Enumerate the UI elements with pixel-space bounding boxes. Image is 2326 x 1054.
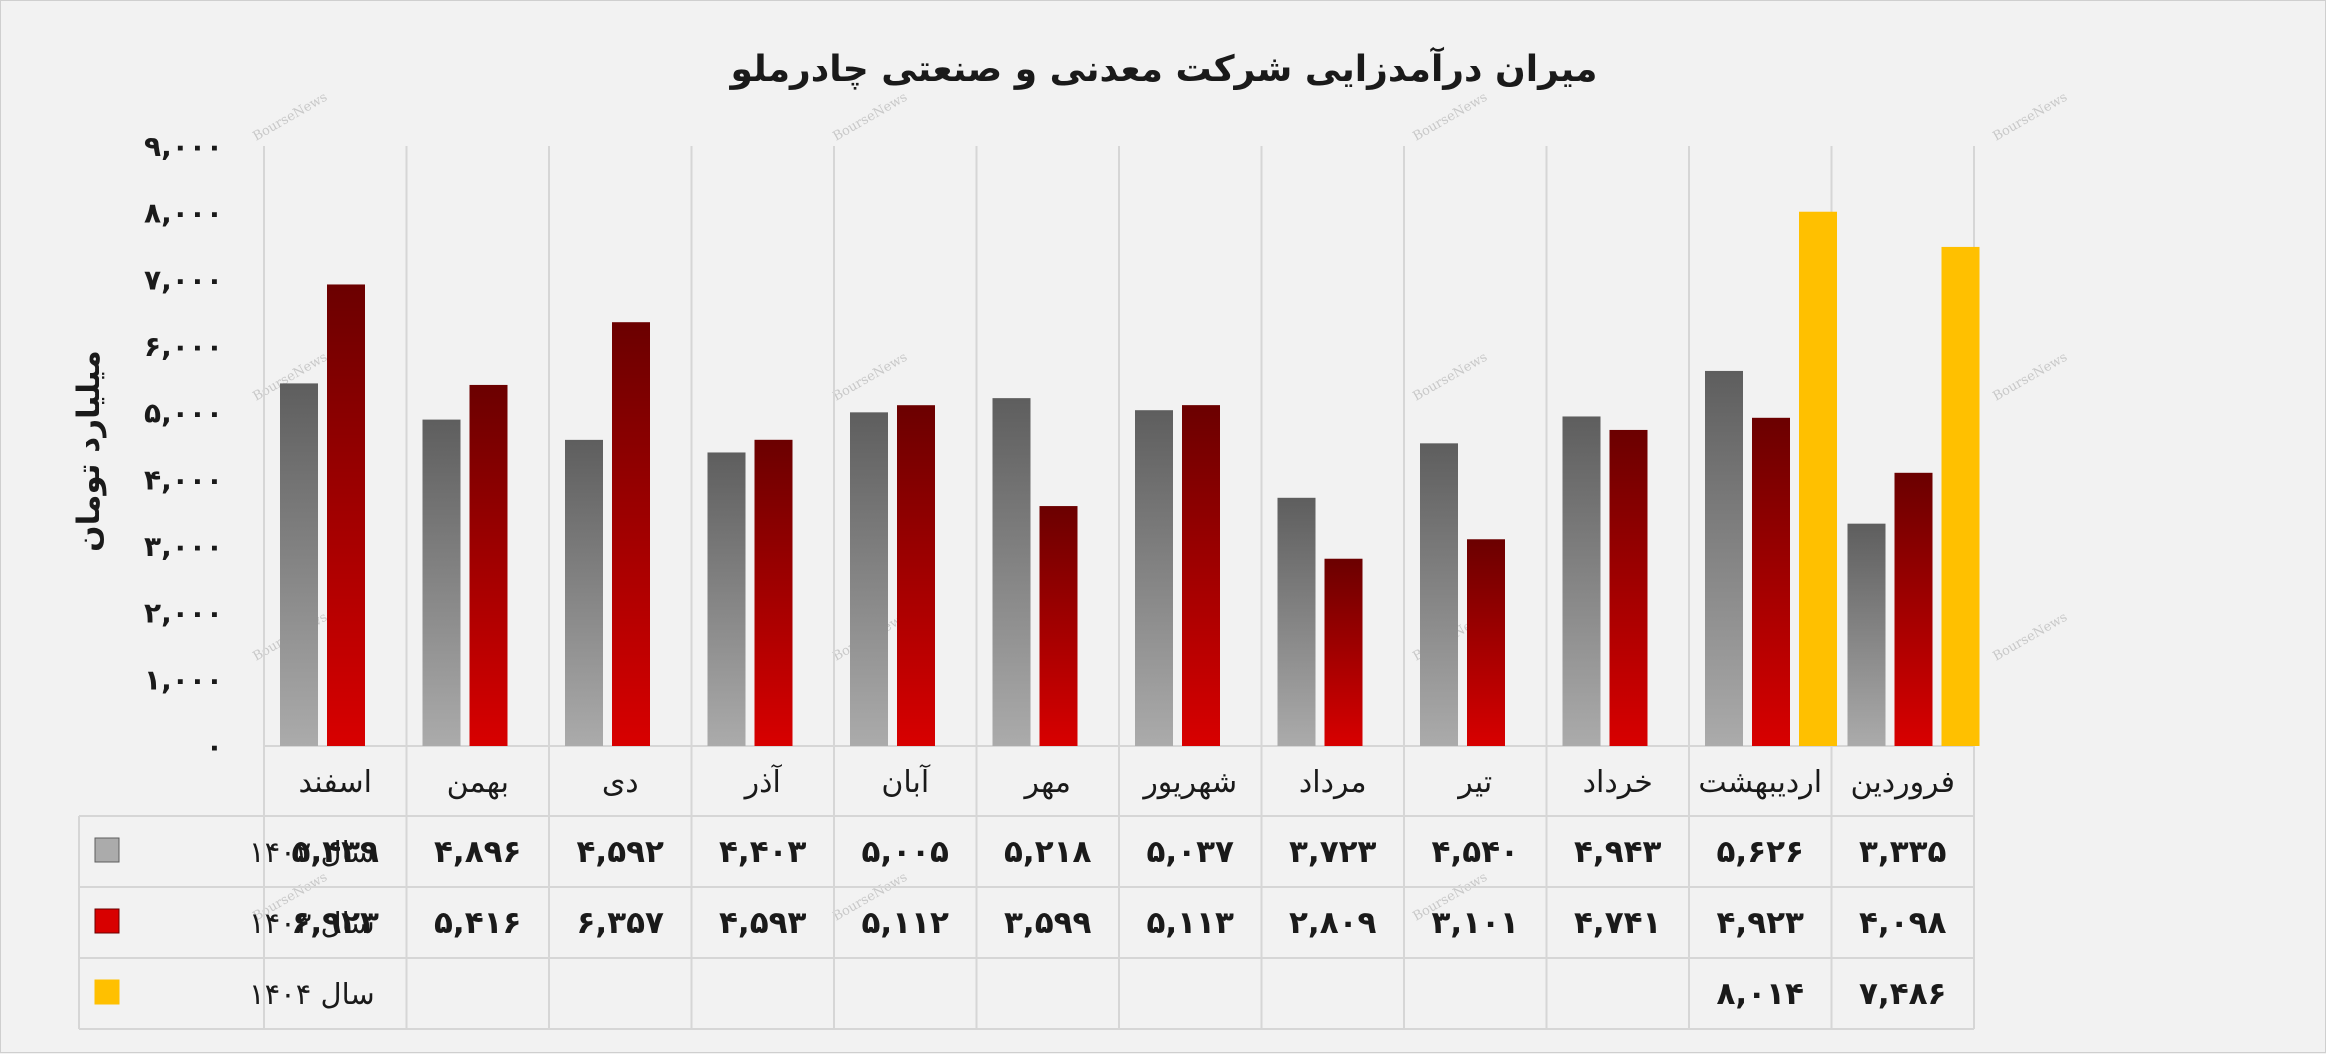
table-cell-value: ۴,۹۲۳	[1717, 905, 1805, 941]
y-tick-layer: ۰ ۱,۰۰۰ ۲,۰۰۰ ۳,۰۰۰ ۴,۰۰۰ ۵,۰۰۰ ۶,۰۰۰ ۷,۰۰۰ ۸,۰۰…	[144, 130, 223, 763]
category-label: مهر	[1023, 765, 1071, 800]
legend-swatch-1403	[94, 908, 120, 934]
table-cell-value: ۶,۹۲۳	[292, 905, 380, 941]
watermark-text: BourseNews	[251, 90, 331, 145]
table-cell-value: ۵,۰۰۵	[862, 834, 949, 870]
bar-1403	[612, 322, 650, 746]
bar-1403	[1467, 539, 1505, 746]
bar-1402	[992, 398, 1031, 746]
category-label: اسفند	[299, 765, 372, 800]
y-tick-label: ۶,۰۰۰	[144, 330, 223, 363]
y-tick-label: ۸,۰۰۰	[144, 197, 223, 230]
bar-1403	[1894, 472, 1933, 746]
y-tick-label: ۴,۰۰۰	[144, 463, 223, 496]
bar-1404	[1799, 211, 1837, 746]
y-axis-label: میلیارد تومان	[71, 350, 107, 552]
bar-1403	[1039, 506, 1078, 746]
table-cell-value: ۵,۰۳۷	[1147, 834, 1235, 870]
bar-1402	[422, 419, 461, 746]
bar-1402	[1135, 410, 1173, 746]
watermark-text: BourseNews	[1991, 90, 2071, 145]
bar-1402	[1705, 370, 1743, 746]
bar-1403	[1609, 429, 1648, 746]
chart-title: میران درآمدزایی شرکت معدنی و صنعتی چادرم…	[729, 46, 1598, 90]
bar-1402	[1420, 443, 1458, 746]
table-cell-value: ۳,۱۰۱	[1432, 905, 1519, 941]
table-cell-value: ۴,۹۴۳	[1574, 834, 1662, 870]
watermark-text: BourseNews	[831, 90, 911, 145]
watermark-text: BourseNews	[1411, 350, 1491, 405]
table-cell-value: ۵,۴۱۶	[434, 905, 521, 941]
table-cell-value: ۳,۵۹۹	[1004, 905, 1092, 941]
watermark-text: BourseNews	[1411, 90, 1491, 145]
category-label: شهریور	[1141, 765, 1237, 800]
bar-1402	[1562, 416, 1601, 746]
bar-1403	[897, 405, 935, 746]
table-cell-value: ۴,۴۰۳	[719, 834, 807, 870]
y-tick-label: ۲,۰۰۰	[144, 597, 223, 630]
table-cell-value: ۲,۸۰۹	[1289, 905, 1377, 941]
table-cell-value: ۵,۲۱۸	[1004, 834, 1092, 870]
y-tick-label: ۱,۰۰۰	[144, 663, 223, 696]
watermark-text: BourseNews	[1991, 350, 2071, 405]
legend-swatch-1404	[94, 979, 120, 1005]
category-label: اردیبهشت	[1698, 765, 1822, 800]
y-tick-label: ۹,۰۰۰	[144, 130, 223, 163]
legend-swatch-1402	[94, 837, 120, 863]
category-label: فروردین	[1851, 765, 1955, 800]
category-label: تیر	[1456, 765, 1492, 800]
category-label: بهمن	[447, 765, 509, 800]
category-label: دی	[602, 765, 639, 800]
table-cell-value: ۴,۵۹۳	[719, 905, 807, 941]
bar-1403	[1752, 417, 1790, 746]
legend-label-1402: سال ۱۴۰۲	[249, 835, 375, 869]
bar-1402	[280, 383, 318, 746]
table-cell-value: ۴,۵۹۲	[577, 834, 665, 870]
bar-1403	[1182, 405, 1220, 746]
table-cell-value: ۵,۱۱۳	[1147, 905, 1235, 941]
table-cell-value: ۶,۳۵۷	[577, 905, 665, 941]
category-label: آذر	[743, 764, 783, 800]
bar-1402	[1277, 497, 1316, 746]
table-cell-value: ۳,۷۲۳	[1289, 834, 1377, 870]
bar-1403	[754, 439, 793, 746]
y-tick-label: ۳,۰۰۰	[144, 530, 223, 563]
bar-1402	[850, 412, 888, 746]
category-label: آبان	[881, 764, 931, 800]
table-cell-value: ۴,۰۹۸	[1859, 905, 1947, 941]
table-cell-value: ۴,۷۴۱	[1574, 905, 1661, 941]
bar-1402	[1847, 523, 1886, 746]
table-cell-value: ۵,۶۲۶	[1717, 834, 1804, 870]
bar-1403	[327, 284, 365, 746]
bar-1402	[565, 439, 603, 746]
bar-1403	[1324, 558, 1363, 746]
bar-layer	[280, 211, 1980, 746]
watermark-text: BourseNews	[831, 350, 911, 405]
table-cell-value: ۴,۸۹۶	[434, 834, 521, 870]
watermark-text: BourseNews	[1991, 610, 2071, 665]
legend-label-1404: سال ۱۴۰۴	[249, 977, 375, 1011]
table-cell-value: ۸,۰۱۴	[1717, 976, 1804, 1012]
bar-1403	[469, 384, 508, 746]
y-tick-label: ۰	[206, 730, 223, 763]
category-label: خرداد	[1583, 765, 1653, 800]
y-tick-label: ۵,۰۰۰	[144, 397, 223, 430]
table-cell-value: ۵,۱۱۲	[862, 905, 950, 941]
data-table: فروردین اردیبهشت خرداد تیر مرداد شهریور مهر آبا…	[94, 764, 1955, 1012]
legend-label-1403: سال ۱۴۰۳	[249, 906, 375, 940]
table-cell-value: ۴,۵۴۰	[1432, 834, 1519, 870]
table-cell-value: ۳,۳۳۵	[1859, 834, 1946, 870]
category-label: مرداد	[1299, 765, 1367, 800]
table-cell-value: ۵,۴۳۹	[292, 834, 380, 870]
y-tick-label: ۷,۰۰۰	[144, 263, 223, 296]
table-cell-value: ۷,۴۸۶	[1859, 976, 1946, 1012]
bar-1404	[1941, 246, 1980, 746]
bar-1402	[707, 452, 746, 746]
